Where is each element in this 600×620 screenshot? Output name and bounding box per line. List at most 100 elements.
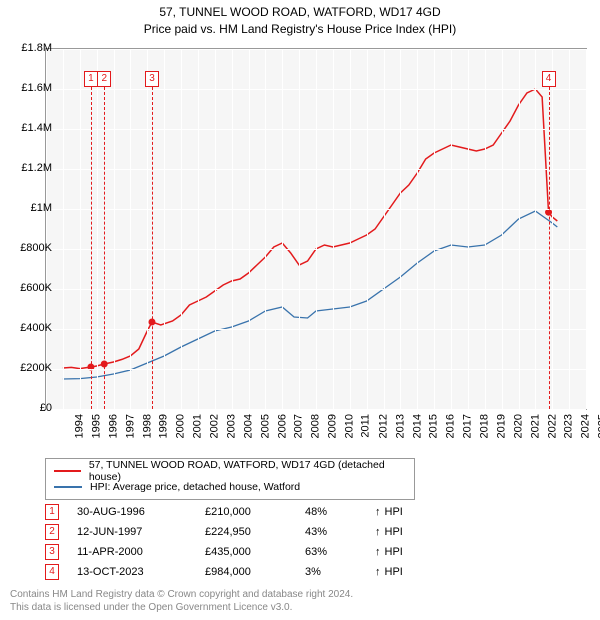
- event-marker-box: 2: [45, 524, 59, 540]
- event-pct: 43%: [305, 526, 375, 538]
- event-marker-box: 3: [45, 544, 59, 560]
- gridline-v: [282, 49, 283, 409]
- event-date: 11-APR-2000: [77, 546, 205, 558]
- marker-box: 4: [542, 71, 556, 87]
- gridline-v: [299, 49, 300, 409]
- legend-label: 57, TUNNEL WOOD ROAD, WATFORD, WD17 4GD …: [89, 459, 406, 483]
- x-tick-label: 2008: [310, 414, 322, 438]
- event-pct: 3%: [305, 566, 375, 578]
- footer: Contains HM Land Registry data © Crown c…: [10, 588, 353, 614]
- gridline-v: [97, 49, 98, 409]
- legend-swatch-red: [54, 470, 81, 472]
- gridline-v: [265, 49, 266, 409]
- gridline-v: [569, 49, 570, 409]
- x-tick-label: 2023: [563, 414, 575, 438]
- y-tick-label: £1.6M: [7, 82, 52, 94]
- gridline-v: [316, 49, 317, 409]
- gridline-v: [63, 49, 64, 409]
- legend-swatch-blue: [54, 486, 82, 488]
- event-price: £984,000: [205, 566, 305, 578]
- gridline-v: [400, 49, 401, 409]
- event-row: 130-AUG-1996£210,00048%↑HPI: [45, 502, 403, 522]
- y-tick-label: £1.8M: [7, 42, 52, 54]
- event-row: 413-OCT-2023£984,0003%↑HPI: [45, 562, 403, 582]
- gridline-v: [586, 49, 587, 409]
- x-tick-label: 2019: [495, 414, 507, 438]
- gridline-v: [384, 49, 385, 409]
- marker-box: 1: [84, 71, 98, 87]
- gridline-v: [451, 49, 452, 409]
- events-table: 130-AUG-1996£210,00048%↑HPI212-JUN-1997£…: [45, 502, 403, 582]
- legend-label: HPI: Average price, detached house, Watf…: [90, 481, 300, 493]
- gridline-v: [114, 49, 115, 409]
- x-tick-label: 2011: [360, 414, 372, 438]
- y-tick-label: £0: [7, 402, 52, 414]
- arrow-up-icon: ↑: [375, 566, 381, 578]
- x-tick-label: 1998: [141, 414, 153, 438]
- marker-vline: [104, 87, 105, 409]
- gridline-v: [485, 49, 486, 409]
- event-date: 12-JUN-1997: [77, 526, 205, 538]
- gridline-v: [215, 49, 216, 409]
- x-tick-label: 2004: [242, 414, 254, 438]
- legend: 57, TUNNEL WOOD ROAD, WATFORD, WD17 4GD …: [45, 458, 415, 500]
- gridline-v: [552, 49, 553, 409]
- x-tick-label: 2010: [343, 414, 355, 438]
- x-tick-label: 2006: [276, 414, 288, 438]
- event-marker-box: 1: [45, 504, 59, 520]
- x-tick-label: 2003: [225, 414, 237, 438]
- gridline-v: [535, 49, 536, 409]
- x-tick-label: 2001: [192, 414, 204, 438]
- x-tick-label: 1996: [107, 414, 119, 438]
- arrow-up-icon: ↑: [375, 506, 381, 518]
- x-tick-label: 2016: [445, 414, 457, 438]
- y-tick-label: £1M: [7, 202, 52, 214]
- series-line: [63, 211, 557, 379]
- gridline-v: [350, 49, 351, 409]
- y-tick-label: £800K: [7, 242, 52, 254]
- y-tick-label: £1.4M: [7, 122, 52, 134]
- event-date: 30-AUG-1996: [77, 506, 205, 518]
- event-row: 311-APR-2000£435,00063%↑HPI: [45, 542, 403, 562]
- event-suffix: HPI: [385, 566, 403, 578]
- marker-box: 3: [145, 71, 159, 87]
- x-tick-label: 2025: [597, 414, 600, 438]
- marker-box: 2: [97, 71, 111, 87]
- x-tick-label: 1997: [124, 414, 136, 438]
- event-row: 212-JUN-1997£224,95043%↑HPI: [45, 522, 403, 542]
- chart-container: 57, TUNNEL WOOD ROAD, WATFORD, WD17 4GD …: [0, 0, 600, 620]
- x-tick-label: 2018: [478, 414, 490, 438]
- x-tick-label: 2017: [462, 414, 474, 438]
- x-tick-label: 2012: [377, 414, 389, 438]
- x-tick-label: 2024: [580, 414, 592, 438]
- title-block: 57, TUNNEL WOOD ROAD, WATFORD, WD17 4GD …: [0, 0, 600, 38]
- footer-line-2: This data is licensed under the Open Gov…: [10, 601, 353, 614]
- x-tick-label: 2005: [259, 414, 271, 438]
- x-tick-label: 2000: [175, 414, 187, 438]
- x-tick-label: 2015: [428, 414, 440, 438]
- event-marker-box: 4: [45, 564, 59, 580]
- marker-vline: [152, 87, 153, 409]
- y-tick-label: £200K: [7, 362, 52, 374]
- gridline-h: [46, 409, 586, 410]
- gridline-v: [519, 49, 520, 409]
- gridline-v: [147, 49, 148, 409]
- gridline-v: [181, 49, 182, 409]
- event-price: £435,000: [205, 546, 305, 558]
- marker-vline: [91, 87, 92, 409]
- x-tick-label: 2022: [546, 414, 558, 438]
- event-pct: 48%: [305, 506, 375, 518]
- event-price: £224,950: [205, 526, 305, 538]
- x-tick-label: 2020: [512, 414, 524, 438]
- gridline-v: [502, 49, 503, 409]
- chart-area: 12 3 4: [45, 48, 585, 408]
- x-tick-label: 2013: [394, 414, 406, 438]
- x-tick-label: 2007: [293, 414, 305, 438]
- x-tick-label: 1994: [73, 414, 85, 438]
- y-tick-label: £400K: [7, 322, 52, 334]
- legend-row: 57, TUNNEL WOOD ROAD, WATFORD, WD17 4GD …: [54, 463, 406, 479]
- series-line: [63, 89, 557, 369]
- y-tick-label: £1.2M: [7, 162, 52, 174]
- x-tick-label: 1995: [90, 414, 102, 438]
- event-pct: 63%: [305, 546, 375, 558]
